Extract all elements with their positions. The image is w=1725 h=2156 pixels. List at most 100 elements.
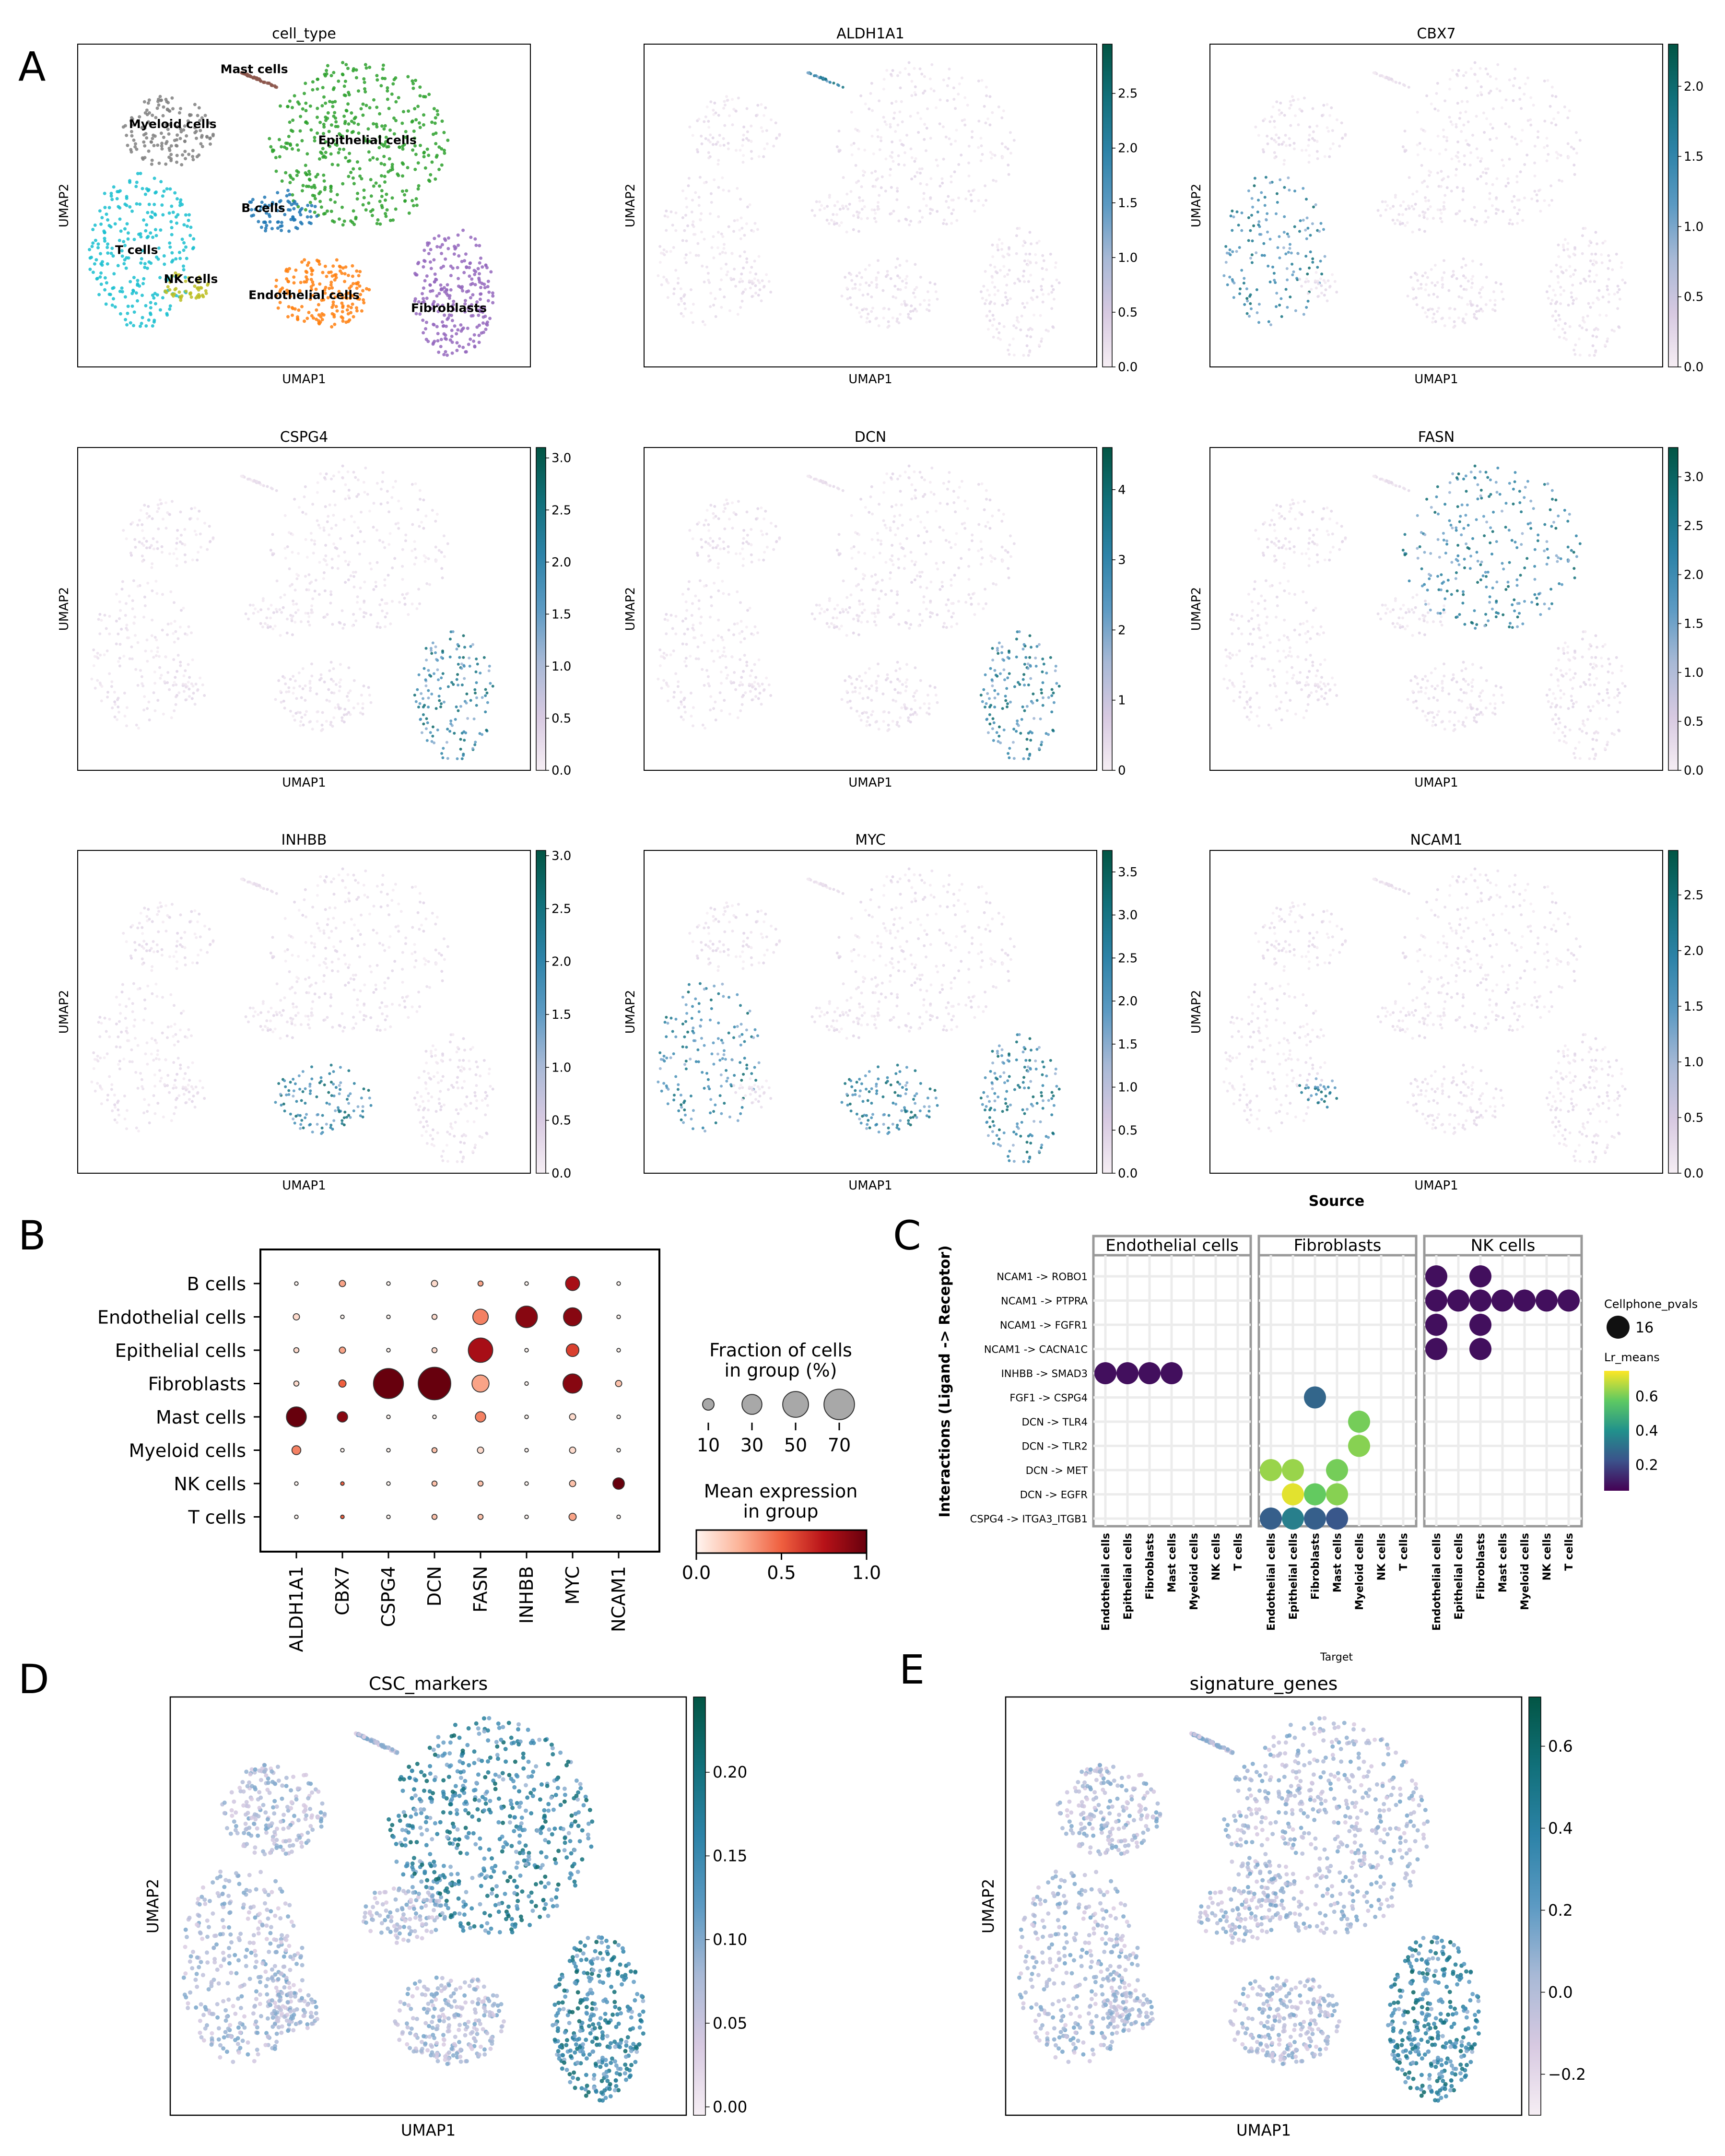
umap-point xyxy=(1429,205,1432,208)
umap-point xyxy=(286,315,290,318)
umap-point xyxy=(322,526,326,530)
umap-point xyxy=(175,564,178,567)
umap-point xyxy=(110,680,114,683)
umap-point xyxy=(305,215,309,219)
umap-point xyxy=(745,540,748,543)
umap-point xyxy=(709,708,712,712)
umap-point xyxy=(868,320,871,323)
umap-point xyxy=(118,617,121,620)
umap-point xyxy=(753,259,756,263)
umap-point xyxy=(867,312,870,316)
umap-point xyxy=(142,277,146,281)
umap-point xyxy=(861,697,865,700)
umap-point xyxy=(452,307,456,311)
umap-point xyxy=(1273,126,1277,129)
umap-point xyxy=(334,273,338,277)
umap-point xyxy=(985,718,988,721)
umap-point xyxy=(684,197,688,200)
umap-point xyxy=(690,715,693,718)
umap-point xyxy=(1424,283,1428,286)
umap-point xyxy=(143,266,147,269)
umap-point xyxy=(667,685,670,688)
umap-point xyxy=(1022,239,1026,243)
umap-point xyxy=(1297,98,1300,101)
umap-point xyxy=(321,711,324,714)
umap-point xyxy=(161,213,165,217)
umap-point xyxy=(305,173,308,177)
umap-point xyxy=(1025,747,1029,751)
umap-point xyxy=(1275,212,1278,215)
umap-point xyxy=(712,304,716,307)
umap-point xyxy=(1292,270,1295,273)
umap-point xyxy=(349,713,352,716)
umap-point xyxy=(1264,176,1267,179)
umap-point xyxy=(275,489,278,492)
umap-point xyxy=(1416,279,1420,282)
umap-point xyxy=(870,295,873,298)
umap-point xyxy=(762,155,765,158)
umap-point xyxy=(109,194,113,198)
umap-point xyxy=(113,691,116,694)
umap-point xyxy=(312,184,316,188)
umap-point xyxy=(344,559,347,563)
umap-point xyxy=(886,273,889,277)
umap-point xyxy=(383,584,387,587)
umap-point xyxy=(422,155,426,159)
umap-point xyxy=(1438,152,1441,155)
umap-point xyxy=(908,223,911,226)
umap-point xyxy=(1289,243,1291,246)
umap-point xyxy=(1422,216,1426,219)
umap-point xyxy=(1621,278,1624,282)
umap-point xyxy=(716,544,719,547)
umap-point xyxy=(270,202,274,206)
umap-point xyxy=(1501,158,1504,162)
umap-point xyxy=(372,502,376,505)
umap-point xyxy=(920,476,924,479)
umap-point xyxy=(919,520,923,524)
umap-point xyxy=(347,578,350,581)
umap-point xyxy=(136,641,140,644)
umap-point xyxy=(858,311,861,314)
umap-point xyxy=(820,204,823,207)
umap-point xyxy=(763,551,766,554)
umap-point xyxy=(168,278,172,282)
umap-point xyxy=(377,184,381,188)
umap-point xyxy=(1566,242,1570,245)
umap-point xyxy=(292,714,295,718)
umap-point xyxy=(479,292,482,296)
umap-point xyxy=(118,657,121,660)
umap-point xyxy=(122,240,126,244)
umap-point xyxy=(1571,283,1574,287)
umap-point xyxy=(417,673,421,676)
umap-point xyxy=(319,472,322,475)
umap-point xyxy=(904,151,906,154)
umap-point xyxy=(1379,74,1382,77)
umap-point xyxy=(810,209,814,212)
umap-point xyxy=(967,144,971,148)
umap-point xyxy=(168,552,171,555)
umap-point xyxy=(358,174,362,178)
umap-point xyxy=(905,663,908,666)
umap-point xyxy=(352,707,355,709)
umap-point xyxy=(164,527,168,530)
umap-point xyxy=(355,309,359,313)
umap-point xyxy=(746,609,749,612)
umap-point xyxy=(304,684,307,687)
umap-point xyxy=(246,72,249,76)
umap-point xyxy=(301,667,305,670)
umap-point xyxy=(364,208,368,212)
umap-point xyxy=(1470,304,1473,307)
umap-point xyxy=(112,286,116,290)
umap-point xyxy=(1023,280,1026,283)
umap-point xyxy=(885,472,889,475)
umap-point xyxy=(746,205,749,209)
umap-point xyxy=(832,485,835,488)
umap-point xyxy=(425,659,428,662)
umap-point xyxy=(754,284,757,287)
umap-point xyxy=(418,489,422,492)
umap-point xyxy=(1454,174,1457,177)
umap-point xyxy=(150,566,153,569)
umap-point xyxy=(922,192,926,195)
umap-point xyxy=(414,197,418,200)
umap-point xyxy=(1417,287,1420,290)
